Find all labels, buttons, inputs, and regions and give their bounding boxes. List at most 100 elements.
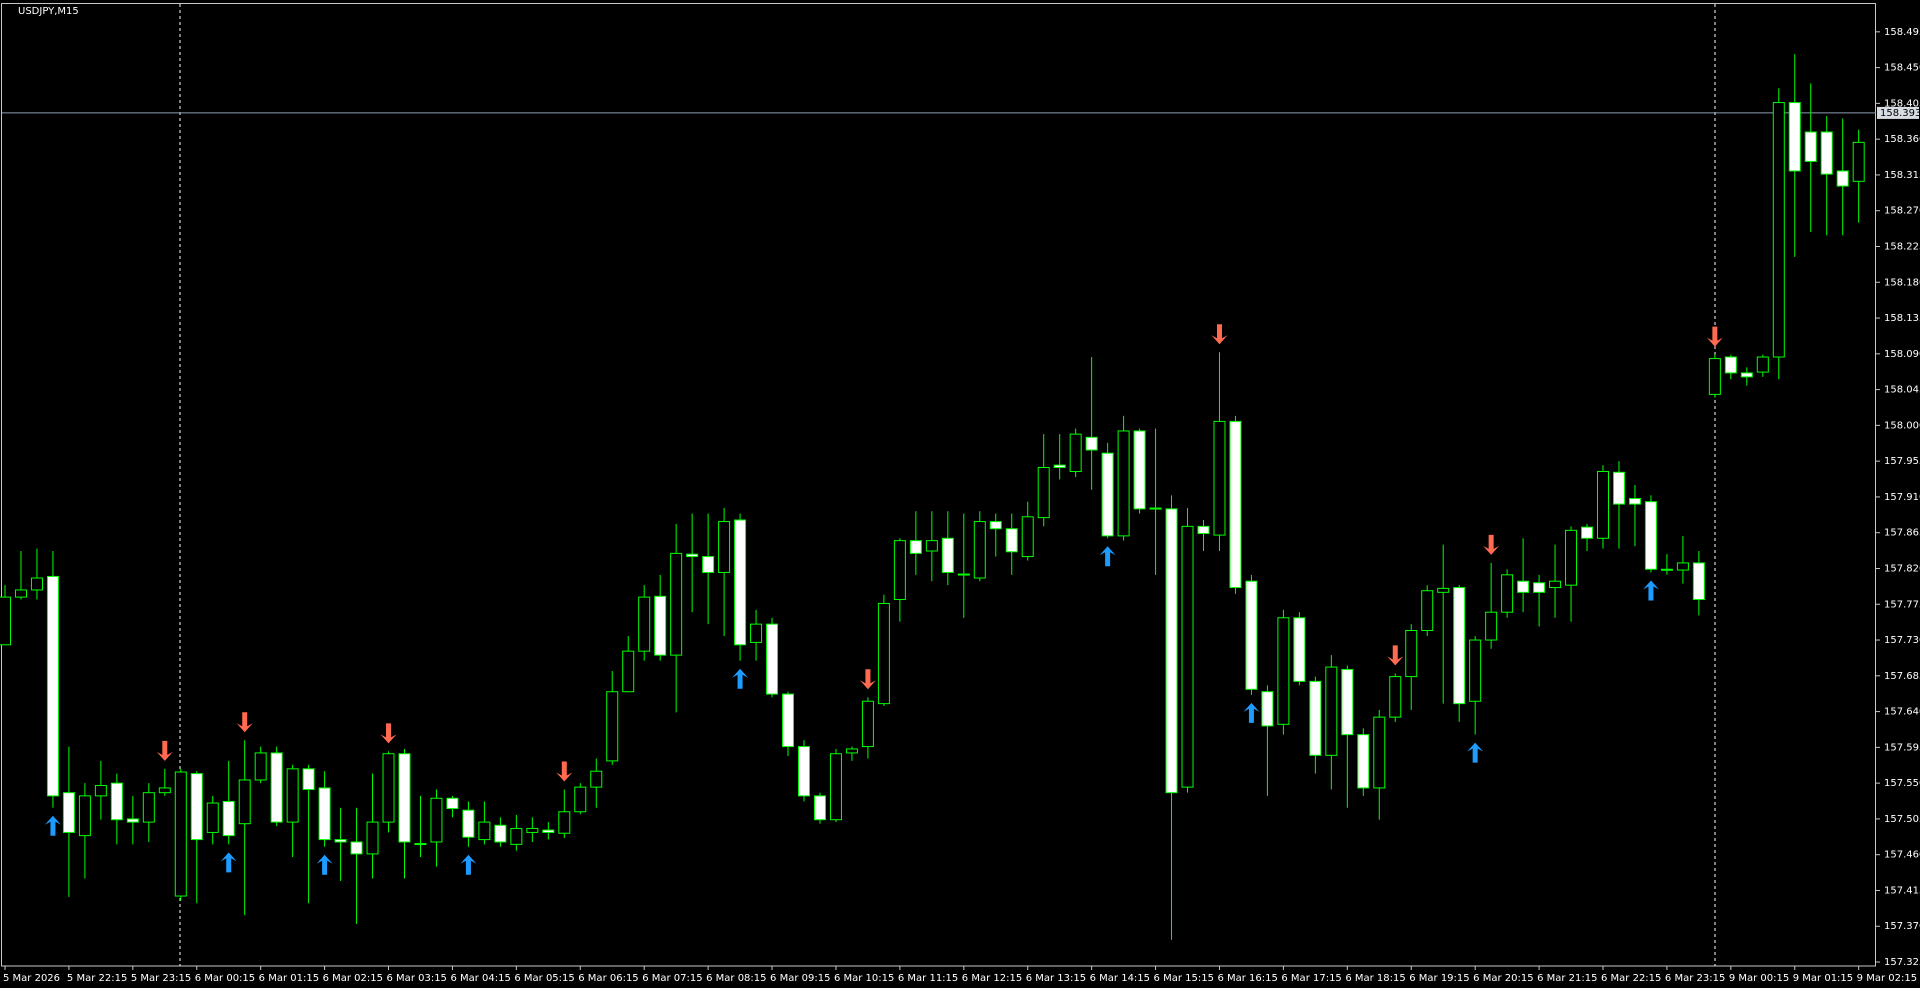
candle-body [1373, 716, 1386, 789]
candle-body [350, 841, 363, 855]
candle-body [622, 650, 635, 693]
candle-body [1117, 430, 1130, 537]
candle-body [1261, 691, 1274, 727]
candle-body [1724, 356, 1737, 374]
buy-arrow [44, 815, 61, 836]
x-tick-label: 6 Mar 09:15 [770, 973, 830, 984]
candle-body [574, 786, 587, 813]
y-tick-label: 158.450 [1884, 63, 1920, 74]
candle-body [1069, 433, 1082, 472]
candle-body [430, 797, 443, 843]
y-tick-label: 158.135 [1884, 313, 1920, 324]
candle-body [1581, 526, 1594, 539]
candle-body [14, 589, 27, 598]
candle-body [94, 785, 107, 797]
candle-body [302, 768, 315, 791]
candle-body [1708, 358, 1721, 395]
candle-body [1005, 528, 1018, 553]
y-tick-label: 157.325 [1884, 957, 1920, 968]
candle-body [750, 623, 763, 643]
price-label: 158.393 [1880, 108, 1920, 119]
x-tick-label: 6 Mar 11:15 [898, 973, 958, 984]
sell-arrow [1387, 645, 1404, 666]
candle-body [1021, 516, 1034, 558]
candle-body [398, 753, 411, 843]
x-tick-label: 5 Mar 2026 [3, 973, 60, 984]
y-tick-label: 157.550 [1884, 778, 1920, 789]
candle-body [1836, 170, 1849, 187]
candle-body [30, 577, 43, 591]
candle-body [254, 752, 267, 781]
candle-body [1740, 372, 1753, 378]
sell-arrow [556, 761, 573, 782]
y-tick-label: 157.730 [1884, 635, 1920, 646]
sell-arrow [1706, 326, 1723, 347]
candle-body [1485, 611, 1498, 641]
candle-body [1692, 562, 1705, 600]
candle-body [813, 795, 826, 821]
candle-body [1501, 574, 1514, 613]
x-tick-label: 9 Mar 01:15 [1793, 973, 1853, 984]
candle-body [510, 827, 523, 845]
x-tick-label: 6 Mar 16:15 [1217, 973, 1277, 984]
y-tick-label: 157.775 [1884, 599, 1920, 610]
y-tick-label: 158.000 [1884, 420, 1920, 431]
candle-body [1660, 568, 1673, 571]
x-tick-label: 5 Mar 22:15 [67, 973, 127, 984]
x-tick-label: 6 Mar 23:15 [1665, 973, 1725, 984]
buy-arrow [316, 854, 333, 875]
buy-arrow [1099, 546, 1116, 567]
x-tick-label: 6 Mar 07:15 [642, 973, 702, 984]
candle-body [1213, 420, 1226, 536]
candle-body [1517, 580, 1530, 593]
y-tick-label: 158.495 [1884, 27, 1920, 38]
sell-arrow [859, 669, 876, 690]
x-tick-label: 9 Mar 00:15 [1729, 973, 1789, 984]
candle-body [1628, 498, 1641, 505]
candle-body [174, 771, 187, 897]
candle-body [1149, 507, 1162, 510]
candle-body [1437, 587, 1450, 593]
candle-body [1309, 680, 1322, 756]
candle-body [382, 753, 395, 823]
buy-arrow [1243, 702, 1260, 723]
buy-arrow [220, 852, 237, 873]
candle-body [1085, 436, 1098, 451]
x-tick-label: 6 Mar 19:15 [1409, 973, 1469, 984]
x-tick-label: 6 Mar 20:15 [1473, 973, 1533, 984]
chart-title: USDJPY,M15 [18, 6, 79, 17]
candle-body [158, 787, 171, 794]
candle-body [334, 839, 347, 843]
candle-body [1421, 590, 1434, 631]
x-tick-label: 6 Mar 04:15 [450, 973, 510, 984]
candle-body [973, 521, 986, 579]
candle-body [46, 575, 59, 797]
sell-arrow [1483, 534, 1500, 555]
candle-body [670, 552, 683, 656]
candle-body [925, 540, 938, 552]
candle-body [270, 752, 283, 823]
candle-body [1293, 617, 1306, 682]
candle-body [1453, 587, 1466, 705]
candle-body [654, 595, 667, 656]
candle-body [1644, 501, 1657, 570]
plot-frame [1, 3, 1876, 967]
candle-body [0, 596, 11, 646]
x-tick-label: 6 Mar 17:15 [1281, 973, 1341, 984]
candle-body [1597, 470, 1609, 539]
candle-body [366, 821, 379, 855]
candle-body [845, 748, 858, 754]
candle-body [1037, 467, 1050, 519]
y-tick-label: 157.640 [1884, 707, 1920, 718]
y-tick-label: 158.360 [1884, 134, 1920, 145]
candle-body [1341, 668, 1354, 736]
candle-body [414, 843, 427, 846]
candle-body [606, 691, 619, 762]
candle-body [1788, 102, 1801, 172]
x-tick-label: 6 Mar 00:15 [195, 973, 255, 984]
candle-body [782, 693, 795, 748]
candle-body [1133, 430, 1146, 510]
y-tick-label: 158.405 [1884, 98, 1920, 109]
